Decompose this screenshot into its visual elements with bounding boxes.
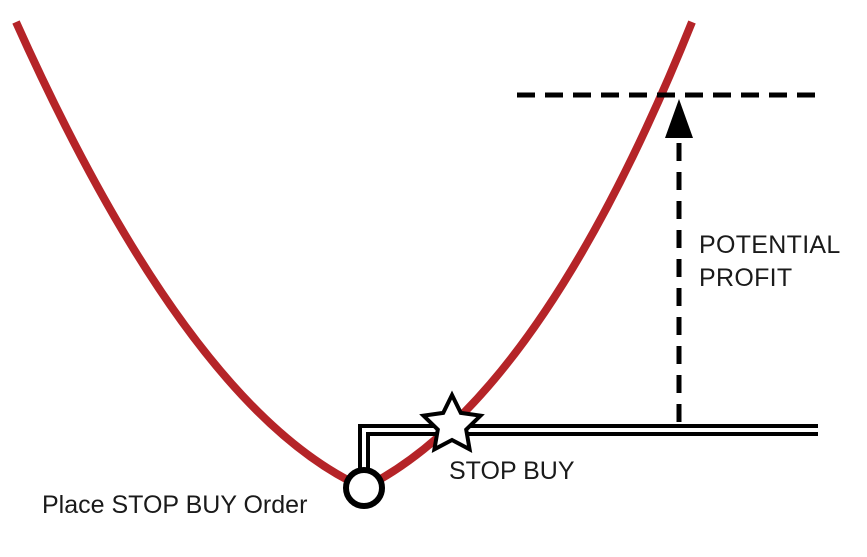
stop-buy-level-line-inner (362, 428, 818, 470)
potential-profit-line-1: POTENTIAL (699, 231, 841, 259)
star-icon (419, 390, 485, 453)
price-curve (12, 20, 696, 493)
potential-profit-label: POTENTIAL PROFIT (699, 229, 841, 295)
profit-arrow-head (665, 99, 693, 138)
potential-profit-line-2: PROFIT (699, 264, 793, 292)
place-order-label: Place STOP BUY Order (42, 491, 308, 519)
stop-buy-level-line (358, 424, 818, 470)
circle-icon (343, 467, 385, 509)
stop-buy-label: STOP BUY (449, 457, 575, 485)
